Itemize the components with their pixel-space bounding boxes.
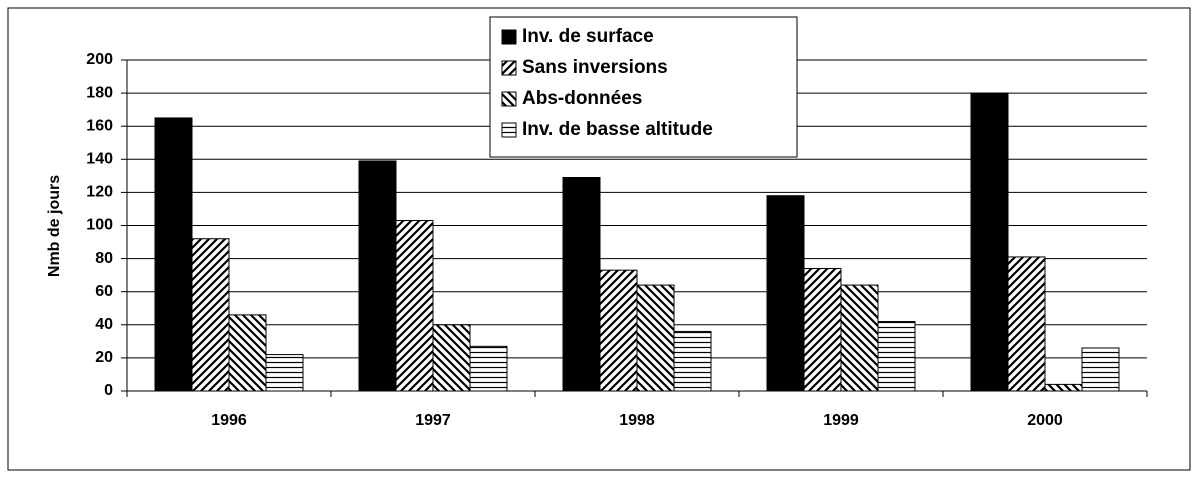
bar [673, 330, 712, 392]
legend-swatch [501, 60, 517, 76]
bar [562, 177, 601, 392]
bar [1007, 256, 1046, 392]
bar [395, 220, 434, 392]
legend-label: Inv. de basse altitude [522, 119, 713, 140]
y-tick-label: 20 [95, 349, 113, 366]
y-tick-label: 0 [104, 382, 113, 399]
bar [970, 92, 1009, 392]
legend-swatch [501, 122, 517, 138]
x-tick-label: 1996 [211, 412, 247, 429]
bar [636, 284, 675, 392]
bar [877, 320, 916, 392]
y-tick-label: 40 [95, 316, 113, 333]
y-tick-label: 160 [86, 117, 113, 134]
bar [358, 160, 397, 392]
bar [432, 324, 471, 392]
bar [265, 354, 304, 392]
bar [599, 269, 638, 392]
bar [840, 284, 879, 392]
x-tick-label: 1999 [823, 412, 859, 429]
bar [1044, 383, 1083, 392]
y-tick-label: 120 [86, 184, 113, 201]
legend-swatch [501, 91, 517, 107]
bar [766, 195, 805, 392]
bar [469, 345, 508, 392]
x-tick-label: 1997 [415, 412, 451, 429]
x-tick-label: 1998 [619, 412, 655, 429]
legend-box [489, 16, 798, 158]
bar [228, 314, 267, 392]
x-tick-label: 2000 [1027, 412, 1063, 429]
y-tick-label: 140 [86, 151, 113, 168]
legend-label: Inv. de surface [522, 26, 654, 47]
bar [191, 238, 230, 392]
y-tick-label: 60 [95, 283, 113, 300]
y-tick-label: 200 [86, 51, 113, 68]
legend-swatch [501, 29, 517, 45]
y-tick-label: 180 [86, 84, 113, 101]
legend-label: Sans inversions [522, 57, 668, 78]
legend-label: Abs-données [522, 88, 642, 109]
y-axis-label: Nmb de jours [46, 175, 63, 277]
bar [803, 268, 842, 392]
bar [1081, 347, 1120, 392]
y-tick-label: 80 [95, 250, 113, 267]
legend: Inv. de surface Sans inversions Abs-donnée… [489, 16, 798, 158]
y-tick-label: 100 [86, 217, 113, 234]
bar [154, 117, 193, 392]
